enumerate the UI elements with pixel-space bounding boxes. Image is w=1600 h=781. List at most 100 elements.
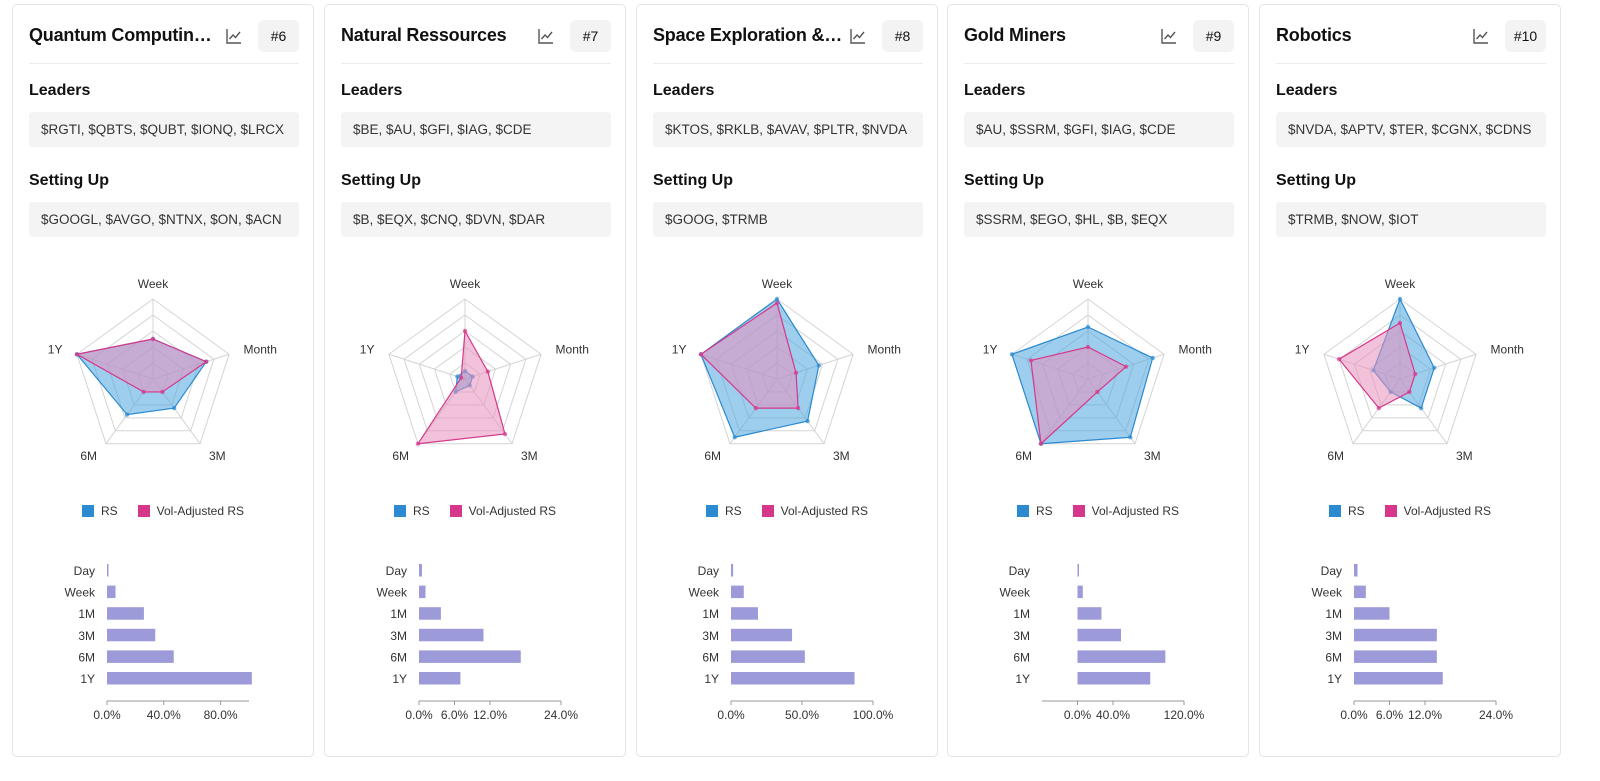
radar-point-vol-adjusted-rs[interactable]	[160, 389, 165, 395]
legend-item-rs[interactable]: RS	[393, 502, 430, 520]
radar-point-rs[interactable]	[1418, 405, 1424, 411]
line-chart-icon[interactable]	[1472, 27, 1490, 45]
bar[interactable]	[107, 585, 116, 599]
radar-point-rs[interactable]	[1128, 435, 1133, 440]
theme-card: Natural Ressources #7 Leaders $BE, $AU, $GF…	[324, 4, 626, 757]
radar-point-vol-adjusted-rs[interactable]	[698, 352, 704, 357]
line-chart-icon[interactable]	[225, 27, 243, 45]
radar-point-vol-adjusted-rs[interactable]	[1376, 405, 1382, 411]
radar-point-vol-adjusted-rs[interactable]	[1413, 371, 1418, 377]
bar[interactable]	[1354, 564, 1358, 577]
bar[interactable]	[731, 650, 805, 663]
bar[interactable]	[1077, 628, 1121, 642]
radar-point-rs[interactable]	[1150, 355, 1155, 361]
legend-item-rs[interactable]: RS	[705, 502, 742, 520]
bar[interactable]	[731, 672, 855, 685]
legend-item-vol-adjusted-rs[interactable]: Vol-Adjusted RS	[1384, 502, 1491, 520]
bar[interactable]	[1077, 607, 1102, 620]
radar-point-rs[interactable]	[124, 412, 130, 417]
radar-point-rs[interactable]	[455, 374, 460, 379]
bar[interactable]	[1354, 607, 1390, 620]
radar-point-vol-adjusted-rs[interactable]	[74, 352, 80, 357]
legend-item-rs[interactable]: RS	[81, 502, 118, 520]
bar[interactable]	[419, 585, 426, 599]
radar-point-rs[interactable]	[1085, 324, 1091, 330]
card-title[interactable]: Space Exploration & I...	[653, 25, 845, 45]
bar[interactable]	[731, 607, 758, 620]
bar-category-label: Day	[698, 564, 719, 578]
radar-point-vol-adjusted-rs[interactable]	[458, 375, 464, 380]
bar-x-tick-label: 12.0%	[473, 708, 507, 722]
radar-point-rs[interactable]	[1397, 296, 1403, 302]
bar[interactable]	[107, 564, 109, 577]
legend-item-vol-adjusted-rs[interactable]: Vol-Adjusted RS	[761, 502, 868, 520]
bar[interactable]	[1077, 650, 1166, 663]
radar-point-vol-adjusted-rs[interactable]	[485, 369, 491, 374]
rank-badge[interactable]: #6	[258, 20, 299, 52]
card-title[interactable]: Robotics	[1276, 25, 1352, 45]
radar-point-vol-adjusted-rs[interactable]	[141, 389, 146, 395]
radar-point-rs[interactable]	[171, 405, 177, 411]
radar-point-vol-adjusted-rs[interactable]	[1095, 389, 1100, 395]
radar-point-vol-adjusted-rs[interactable]	[462, 328, 468, 334]
radar-point-rs[interactable]	[732, 435, 737, 440]
radar-point-rs[interactable]	[1009, 352, 1015, 357]
radar-point-vol-adjusted-rs[interactable]	[1085, 344, 1091, 350]
radar-point-vol-adjusted-rs[interactable]	[753, 405, 759, 411]
bar[interactable]	[419, 628, 484, 642]
bar[interactable]	[1077, 672, 1151, 685]
bar[interactable]	[1354, 585, 1366, 599]
radar-point-vol-adjusted-rs[interactable]	[1336, 357, 1342, 362]
radar-point-vol-adjusted-rs[interactable]	[795, 405, 801, 411]
radar-point-rs[interactable]	[805, 418, 810, 424]
bar[interactable]	[107, 650, 174, 663]
bar[interactable]	[107, 628, 156, 642]
bar-category-label: Week	[1312, 586, 1343, 600]
radar-point-vol-adjusted-rs[interactable]	[774, 300, 780, 306]
bar[interactable]	[107, 672, 252, 685]
bar[interactable]	[731, 564, 734, 577]
radar-point-rs[interactable]	[774, 296, 780, 302]
bar[interactable]	[419, 607, 441, 620]
bar[interactable]	[419, 650, 521, 663]
radar-point-vol-adjusted-rs[interactable]	[415, 441, 421, 446]
legend-item-vol-adjusted-rs[interactable]: Vol-Adjusted RS	[449, 502, 556, 520]
radar-point-vol-adjusted-rs[interactable]	[204, 359, 209, 364]
legend-item-vol-adjusted-rs[interactable]: Vol-Adjusted RS	[137, 502, 244, 520]
bar[interactable]	[107, 607, 144, 620]
legend-swatch-vol-adjusted-rs	[761, 505, 774, 517]
radar-point-rs[interactable]	[816, 363, 822, 368]
legend-item-vol-adjusted-rs[interactable]: Vol-Adjusted RS	[1072, 502, 1179, 520]
bar[interactable]	[1354, 672, 1443, 685]
radar-point-vol-adjusted-rs[interactable]	[1028, 358, 1034, 363]
line-chart-icon[interactable]	[537, 27, 555, 45]
legend-item-rs[interactable]: RS	[1016, 502, 1053, 520]
radar-point-vol-adjusted-rs[interactable]	[1038, 441, 1044, 446]
rank-badge[interactable]: #10	[1505, 20, 1546, 52]
radar-point-rs[interactable]	[1432, 365, 1437, 371]
radar-point-vol-adjusted-rs[interactable]	[1123, 364, 1129, 369]
bar[interactable]	[1354, 650, 1437, 663]
bar[interactable]	[419, 672, 461, 685]
radar-point-vol-adjusted-rs[interactable]	[150, 336, 156, 342]
card-title[interactable]: Natural Ressources	[341, 25, 507, 45]
radar-point-vol-adjusted-rs[interactable]	[793, 370, 799, 376]
rank-badge[interactable]: #9	[1193, 20, 1234, 52]
line-chart-icon[interactable]	[849, 27, 867, 45]
bar[interactable]	[731, 628, 793, 642]
rank-badge[interactable]: #8	[882, 20, 923, 52]
legend-item-rs[interactable]: RS	[1328, 502, 1365, 520]
rank-badge[interactable]: #7	[570, 20, 611, 52]
line-chart-icon[interactable]	[1160, 27, 1178, 45]
bar[interactable]	[1077, 585, 1083, 599]
radar-point-vol-adjusted-rs[interactable]	[502, 431, 508, 437]
card-title[interactable]: Gold Miners	[964, 25, 1066, 45]
leaders-tickers: $KTOS, $RKLB, $AVAV, $PLTR, $NVDA	[653, 112, 923, 147]
radar-point-vol-adjusted-rs[interactable]	[1407, 389, 1412, 395]
bar[interactable]	[731, 585, 744, 599]
bar[interactable]	[1077, 564, 1080, 577]
bar[interactable]	[419, 564, 422, 577]
radar-point-vol-adjusted-rs[interactable]	[1397, 320, 1403, 326]
card-title[interactable]: Quantum Computing ...	[29, 25, 221, 45]
bar[interactable]	[1354, 628, 1437, 642]
